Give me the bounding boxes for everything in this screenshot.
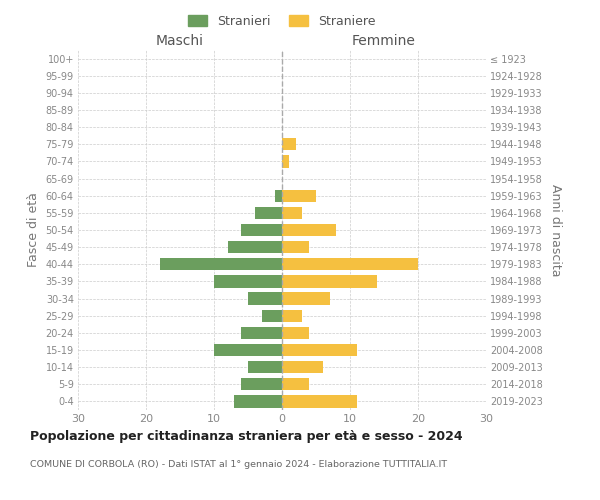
Text: COMUNE DI CORBOLA (RO) - Dati ISTAT al 1° gennaio 2024 - Elaborazione TUTTITALIA: COMUNE DI CORBOLA (RO) - Dati ISTAT al 1… xyxy=(30,460,447,469)
Bar xyxy=(241,326,282,339)
Bar xyxy=(248,292,282,304)
Text: Maschi: Maschi xyxy=(156,34,204,48)
Bar xyxy=(282,156,289,168)
Y-axis label: Anni di nascita: Anni di nascita xyxy=(548,184,562,276)
Y-axis label: Fasce di età: Fasce di età xyxy=(27,192,40,268)
Bar xyxy=(282,224,337,236)
Bar xyxy=(160,258,282,270)
Legend: Stranieri, Straniere: Stranieri, Straniere xyxy=(185,11,379,32)
Bar xyxy=(241,378,282,390)
Bar xyxy=(235,396,282,407)
Bar xyxy=(275,190,282,202)
Text: Femmine: Femmine xyxy=(352,34,416,48)
Bar xyxy=(282,190,316,202)
Bar xyxy=(282,292,329,304)
Bar xyxy=(282,258,418,270)
Bar xyxy=(255,206,282,219)
Bar xyxy=(282,276,377,287)
Bar xyxy=(282,344,357,356)
Bar xyxy=(282,326,309,339)
Bar xyxy=(248,361,282,374)
Bar xyxy=(282,138,296,150)
Bar xyxy=(282,241,309,254)
Bar xyxy=(241,224,282,236)
Bar xyxy=(214,344,282,356)
Bar xyxy=(282,378,309,390)
Text: Popolazione per cittadinanza straniera per età e sesso - 2024: Popolazione per cittadinanza straniera p… xyxy=(30,430,463,443)
Bar xyxy=(282,206,302,219)
Bar xyxy=(282,361,323,374)
Bar xyxy=(214,276,282,287)
Bar xyxy=(282,396,357,407)
Bar xyxy=(282,310,302,322)
Bar xyxy=(227,241,282,254)
Bar xyxy=(262,310,282,322)
